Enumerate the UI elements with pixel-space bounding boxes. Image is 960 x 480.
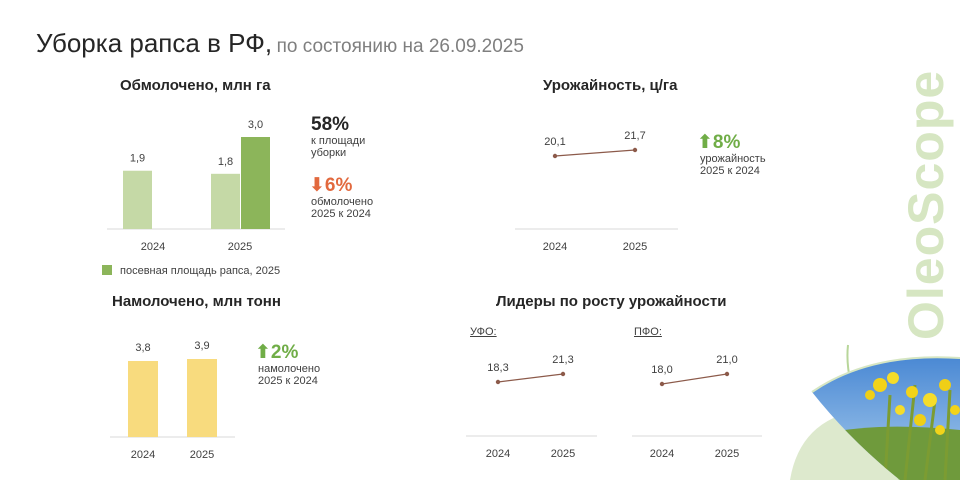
ufo-xtick-2024: 2024 <box>486 448 510 460</box>
yield-series-line <box>554 149 636 157</box>
harvested-change-stat: ⬆2% намолочено 2025 к 2024 <box>255 342 321 388</box>
pfo-xtick-2025: 2025 <box>715 448 739 460</box>
threshed-legend: посевная площадь рапса, 2025 <box>102 265 280 277</box>
threshed-share-value: 58% <box>311 114 350 135</box>
ufo-point-2025 <box>560 371 566 377</box>
pfo-point-2025 <box>724 371 730 377</box>
harvested-bar-2025 <box>187 359 217 437</box>
yield-change-stat: ⬆8% урожайность 2025 к 2024 <box>697 132 766 178</box>
region-label-ufo: УФО: <box>470 326 497 338</box>
threshed-share-line2: уборки <box>311 147 347 159</box>
threshed-xtick-2025: 2025 <box>228 241 252 253</box>
yield-xtick-2025: 2025 <box>623 241 647 253</box>
legend-swatch <box>102 265 112 275</box>
yield-point-2024 <box>552 153 558 159</box>
region-label-pfo: ПФО: <box>634 326 662 338</box>
page-title: Уборка рапса в РФ, по состоянию на 26.09… <box>36 28 524 59</box>
yield-point-label-2024: 20,1 <box>544 136 565 148</box>
threshed-bar-2024 <box>123 170 152 229</box>
leaders-title: Лидеры по росту урожайности <box>496 293 727 310</box>
arrow-up-icon: ⬆ <box>255 342 271 363</box>
ufo-point-2024 <box>495 379 501 385</box>
arrow-down-icon: ⬇ <box>309 175 325 196</box>
ufo-point-label-2025: 21,3 <box>552 354 573 366</box>
threshed-bar-label-2025: 1,8 <box>218 156 233 168</box>
yield-change-line2: 2025 к 2024 <box>700 165 760 177</box>
yield-xtick-2024: 2024 <box>543 241 567 253</box>
harvested-change-value: 2% <box>270 342 299 363</box>
yield-change-line1: урожайность <box>700 153 766 165</box>
harvested-bar-label-2024: 3,8 <box>135 342 150 354</box>
legend-label: посевная площадь рапса, 2025 <box>120 265 281 277</box>
threshed-bar-2025 <box>211 173 240 229</box>
pfo-point-2024 <box>659 381 665 387</box>
arrow-up-icon: ⬆ <box>697 132 713 153</box>
pfo-series-line <box>661 373 728 385</box>
title-main: Уборка рапса в РФ, <box>36 28 273 58</box>
harvested-change-line1: намолочено <box>258 363 321 375</box>
harvested-bar-2024 <box>128 361 158 437</box>
yield-chart-title: Урожайность, ц/га <box>543 77 678 94</box>
harvested-change-line2: 2025 к 2024 <box>258 375 318 387</box>
threshed-bar-label-2024: 1,9 <box>130 153 145 165</box>
title-date: по состоянию на 26.09.2025 <box>276 36 524 57</box>
yield-change-value: 8% <box>712 132 741 153</box>
threshed-share-line1: к площади <box>311 135 366 147</box>
sown-area-bar-2025 <box>241 137 270 229</box>
ufo-point-label-2024: 18,3 <box>487 362 508 374</box>
pfo-point-label-2024: 18,0 <box>651 364 672 376</box>
harvested-xtick-2025: 2025 <box>190 449 214 461</box>
harvested-bar-label-2025: 3,9 <box>194 340 209 352</box>
threshed-change-stat: ⬇6% обмолочено 2025 к 2024 <box>309 175 374 221</box>
yield-point-label-2025: 21,7 <box>624 130 645 142</box>
pfo-point-label-2025: 21,0 <box>716 354 737 366</box>
harvested-chart-title: Намолочено, млн тонн <box>112 293 281 310</box>
ufo-xtick-2025: 2025 <box>551 448 575 460</box>
threshed-chart-title: Обмолочено, млн га <box>120 77 271 94</box>
ufo-series-line <box>497 373 564 383</box>
harvested-xtick-2024: 2024 <box>131 449 155 461</box>
threshed-share-stat: 58% к площади уборки <box>311 114 366 160</box>
threshed-change-line2: 2025 к 2024 <box>311 208 371 220</box>
threshed-change-value: 6% <box>324 175 353 196</box>
yield-point-2025 <box>632 147 638 153</box>
sown-area-bar-label-2025: 3,0 <box>248 119 263 131</box>
threshed-xtick-2024: 2024 <box>141 241 165 253</box>
pfo-xtick-2024: 2024 <box>650 448 674 460</box>
threshed-change-line1: обмолочено <box>311 196 374 208</box>
